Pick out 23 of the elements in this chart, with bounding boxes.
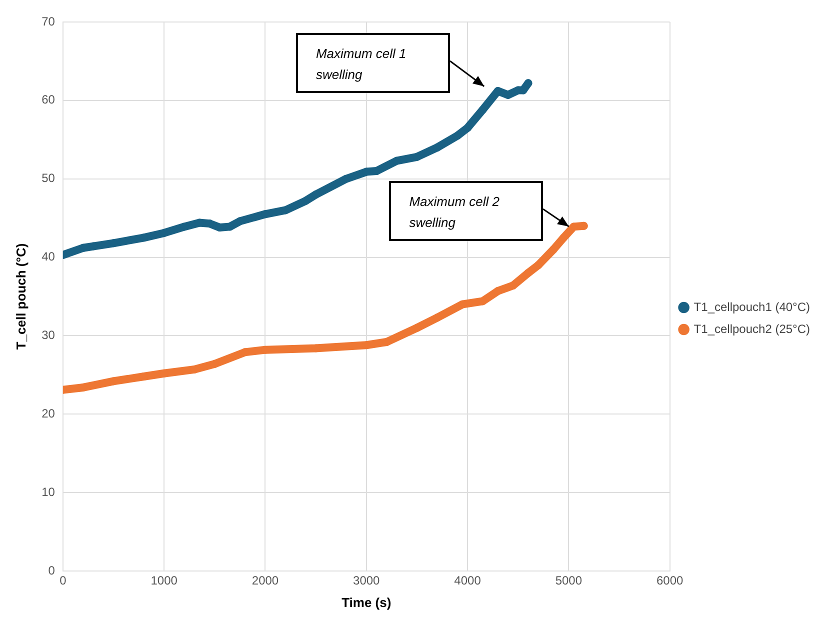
y-tick-label: 40 [42,250,56,264]
x-tick-label: 6000 [656,574,684,588]
x-tick-label: 2000 [252,574,279,588]
annotation: Maximum cell 1 swelling [316,46,406,82]
y-tick-label: 60 [42,92,56,107]
y-tick-label: 20 [42,406,56,420]
callout-box: Maximum cell 2 swelling [389,180,544,241]
x-tick-label: 3000 [353,574,380,588]
y-tick-label: 0 [48,563,56,578]
y-tick-label: 10 [42,484,56,499]
x-tick-label: 0 [60,574,67,588]
legend-label: T1_cellpouch2 (25°C) [694,322,810,336]
y-tick-label: 50 [42,171,56,186]
x-tick-label: 4000 [454,574,482,588]
annotation: Maximum cell 2 swelling [409,194,500,230]
callout-box: Maximum cell 1 swelling [296,33,450,94]
y-tick-label: 30 [42,328,56,342]
x-axis-title: Time (s) [342,594,392,610]
x-tick-label: 5000 [555,574,582,588]
x-tick-label: 1000 [150,574,178,588]
y-axis-title: T_cell pouch (°C) [13,243,28,350]
legend-label: T1_cellpouch1 (40°C) [694,300,810,314]
y-tick-label: 70 [42,14,56,28]
